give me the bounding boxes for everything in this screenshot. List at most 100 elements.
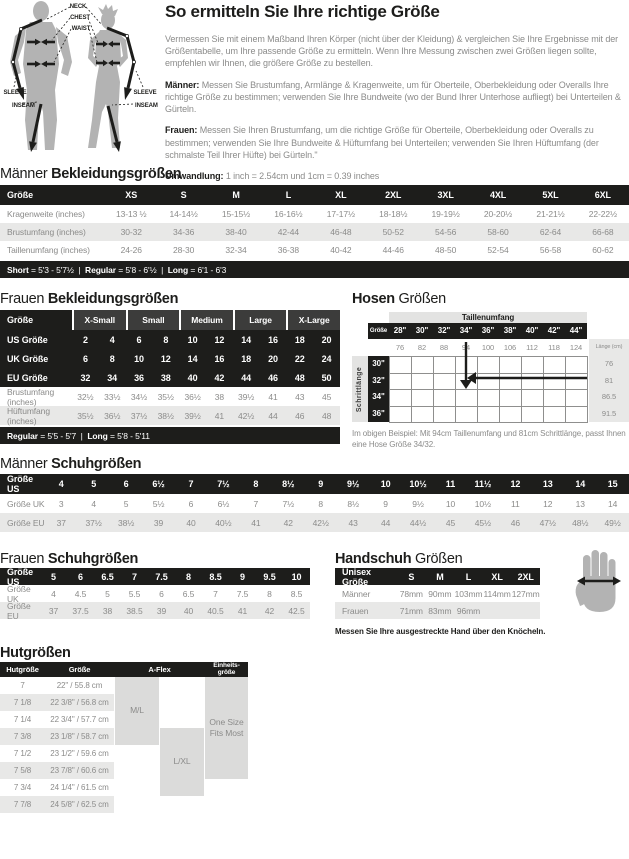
table-cell: 42½ <box>312 517 329 528</box>
women-text: Messen Sie Ihren Brustumfang, um die ric… <box>165 125 599 160</box>
table-row: 7 3/4 24 1/4" / 61.5 cm <box>0 779 114 796</box>
men-paragraph: Männer: Messen Sie Brustumfang, Armlänge… <box>165 79 627 116</box>
table-cell: 103mm <box>454 588 483 599</box>
waist-size-header: 28" <box>393 326 407 335</box>
column-header: M <box>436 571 444 582</box>
hat-size-cell: 7 7/8 <box>13 800 32 809</box>
line-arrowheads <box>16 87 132 152</box>
inseam-size-label: 32" <box>372 375 385 385</box>
column-header: 5XL <box>542 190 559 200</box>
circumference-cell: 24 1/4" / 61.5 cm <box>50 783 109 792</box>
table-header-row: Unisex Größe S M L XL 2XL <box>335 566 540 587</box>
table-cell: 17-17½ <box>326 209 355 219</box>
circumference-cell: 23 1/8" / 58.7 cm <box>50 732 109 741</box>
table-cell: 36-38 <box>277 245 300 255</box>
column-header: 9½ <box>347 479 360 489</box>
grid-cell <box>522 373 544 390</box>
circumference-cell: 22 3/8" / 56.8 cm <box>50 698 109 707</box>
row-label: Größe UK <box>7 583 31 604</box>
grid-cell <box>478 390 500 407</box>
table-cell: 8 <box>163 334 169 345</box>
table-cell: 9 <box>383 498 388 509</box>
grid-cell <box>544 390 566 407</box>
gloves-heading: Handschuh Größen <box>335 551 463 567</box>
column-header: 8.5 <box>209 571 222 582</box>
inseam-size-label: 36" <box>372 408 385 418</box>
table-cell: 52-54 <box>487 245 509 255</box>
aflex-ml-block: M/L <box>115 677 159 745</box>
table-cell: 6 <box>82 353 88 364</box>
table-cell: 46-48 <box>330 227 352 237</box>
table-row: 7 1/4 22 3/4" / 57.7 cm <box>0 711 114 728</box>
table-cell: 39½ <box>184 410 201 421</box>
man-silhouette <box>10 1 72 150</box>
table-cell: 11 <box>511 498 520 509</box>
men-label: Männer: <box>165 79 200 90</box>
page-title: So ermitteln Sie Ihre richtige Größe <box>165 2 440 21</box>
table-row: Taillenumfang (inches) 24-26 28-30 32-34 36-… <box>0 241 629 259</box>
table-cell: 8.5 <box>290 588 303 599</box>
hat-size-cell: 7 1/8 <box>13 698 32 707</box>
waist-cm-row: 76 82 88 94 100 106 112 118 124 <box>389 339 587 356</box>
intro-paragraph: Vermessen Sie mit einem Maßband Ihren Kö… <box>165 34 619 69</box>
table-row: Größe EU 37 37½ 38½ 39 40 40½ 41 42 42½ 43 44 44½ 45 4… <box>0 513 629 532</box>
table-cell: 39 <box>156 605 167 616</box>
table-cell: 32-34 <box>225 245 247 255</box>
column-header-label: Unisex Größe <box>342 566 371 587</box>
table-cell: 34-36 <box>172 227 195 237</box>
table-header-row: Größe US 4 5 6 6½ 7 7½ 8 8½ 9 9½ 10 10½ 11 11½ 12 13 14 15 <box>0 474 629 494</box>
table-cell: 20 <box>321 334 332 345</box>
table-cell: 38 <box>214 391 225 402</box>
waist-size-header: 38" <box>503 326 517 335</box>
table-row: 7 1/8 22 3/8" / 56.8 cm <box>0 694 114 711</box>
length-cm-strip: Länge (cm) 76 81 86.5 91.5 <box>589 339 629 422</box>
table-cell: 114mm <box>483 588 511 599</box>
table-cell: 40 <box>186 517 196 528</box>
pants-size-grid <box>389 356 588 423</box>
table-cell: 10 <box>134 353 144 364</box>
table-cell: 37½ <box>85 517 102 528</box>
column-header: 10½ <box>409 479 427 489</box>
waist-cm-value: 112 <box>526 343 538 352</box>
hat-size-cell: 7 1/2 <box>13 749 32 758</box>
table-cell: 43 <box>348 517 358 528</box>
footer-separator: | <box>73 264 86 275</box>
column-header: XS <box>125 190 138 200</box>
measure-arrows <box>27 40 120 66</box>
waist-band-label: Taillenumfang <box>389 312 587 323</box>
column-header: 9 <box>318 479 324 489</box>
heading-segment: Hutgrößen <box>0 645 71 661</box>
column-header: 8 <box>186 571 191 582</box>
table-cell: 83mm <box>428 605 452 616</box>
men-text: Messen Sie Brustumfang, Armlänge & Krage… <box>165 79 621 115</box>
table-cell: 42 <box>214 372 225 383</box>
footer-label: Regular <box>85 264 116 275</box>
column-header: 8 <box>253 479 259 489</box>
table-cell: 18 <box>294 334 305 345</box>
column-header-label: Größe <box>0 310 72 330</box>
table-cell: 28-30 <box>172 245 195 255</box>
column-header: 6XL <box>594 190 611 200</box>
table-cell: 42 <box>264 605 275 616</box>
grid-cell <box>478 357 500 374</box>
table-cell: 41 <box>268 391 278 402</box>
arrowheads <box>35 38 113 68</box>
footer-text: = 5'3 - 5'7½ <box>28 264 74 275</box>
column-header: XL <box>491 571 503 582</box>
hat-size-header: Hutgröße <box>6 665 39 674</box>
table-cell: 14 <box>187 353 198 364</box>
table-cell: 36 <box>134 372 144 383</box>
grid-cell <box>566 390 588 407</box>
table-cell: 58-60 <box>487 227 509 237</box>
column-header: 2XL <box>385 190 402 200</box>
table-cell: 4 <box>91 498 96 509</box>
column-header: 6 <box>123 479 129 489</box>
table-cell: 35½ <box>157 391 174 402</box>
hat-size-cell: 7 5/8 <box>13 766 32 775</box>
table-cell: 36½ <box>104 410 121 421</box>
table-cell: 30-32 <box>120 227 142 237</box>
table-cell: 37.5 <box>72 605 89 616</box>
table-cell: 42.5 <box>288 605 305 616</box>
table-cell: 6 <box>136 334 142 345</box>
